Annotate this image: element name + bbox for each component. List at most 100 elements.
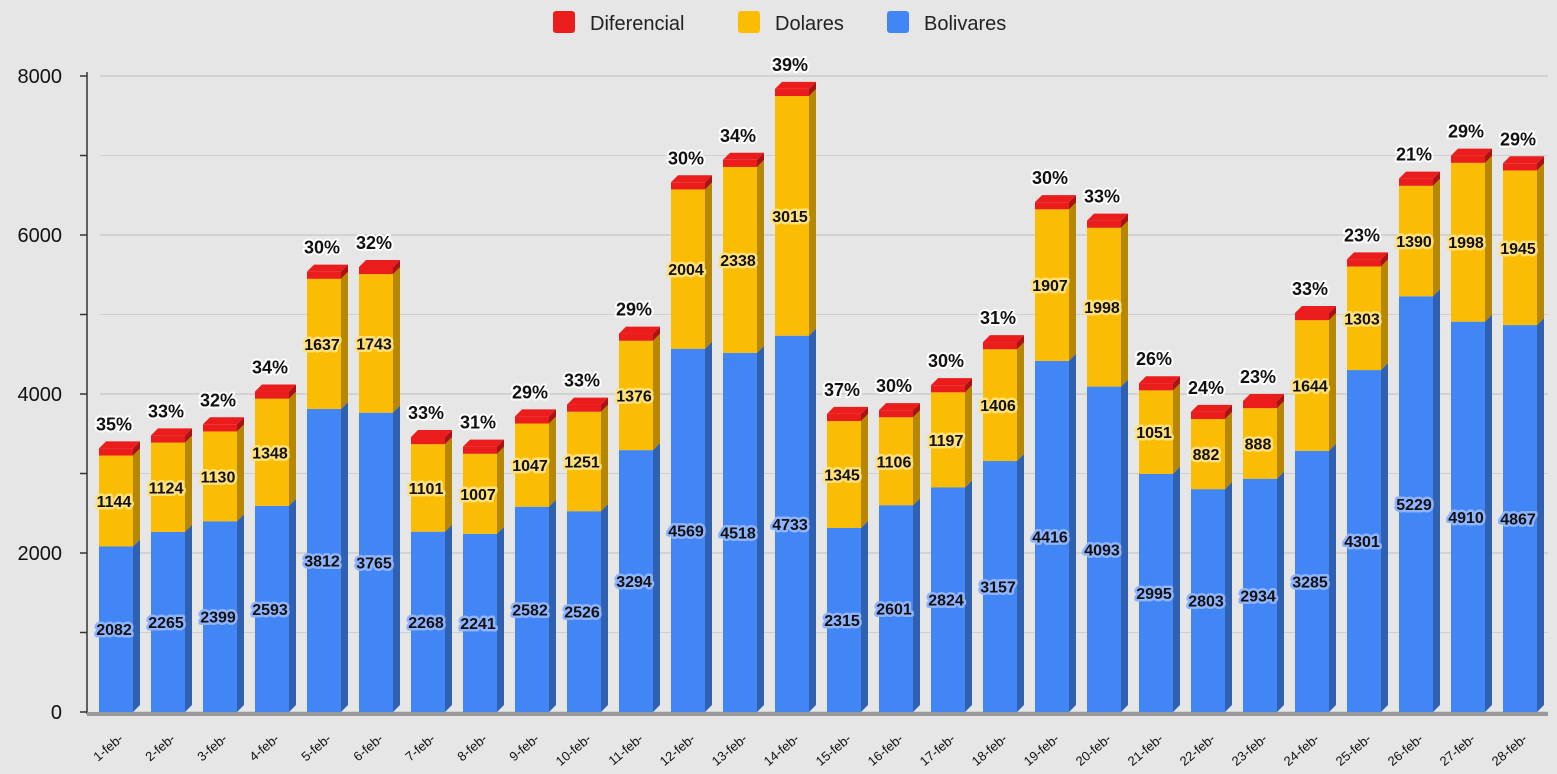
bar-dolares-face bbox=[463, 453, 497, 534]
bar-diferencial bbox=[463, 439, 504, 454]
dolares-value-label: 1945 bbox=[1500, 241, 1536, 258]
bar-dolares-face bbox=[151, 442, 185, 532]
x-tick-label: 21-feb- bbox=[1125, 731, 1166, 769]
bolivares-value-label: 2399 bbox=[200, 610, 236, 627]
x-tick-label: 10-feb- bbox=[553, 731, 594, 769]
bolivares-value-label: 2824 bbox=[928, 593, 964, 610]
bar-bolivares bbox=[151, 524, 192, 712]
bar-dolares-face bbox=[827, 421, 861, 528]
bar-dolares-side bbox=[965, 385, 972, 488]
value-labels: 2082 1144 35% 2265 1124 33% 2399 1130 32% 2593 134… bbox=[94, 53, 1539, 642]
bar-diferencial bbox=[1503, 156, 1544, 171]
bar-dolares bbox=[515, 416, 556, 507]
percent-label: 30% bbox=[1032, 168, 1068, 188]
bar-dolares bbox=[879, 410, 920, 506]
y-tick-label: 4000 bbox=[18, 384, 63, 406]
bar-bolivares-face bbox=[151, 531, 185, 712]
dolares-value-label: 3015 bbox=[772, 209, 808, 226]
x-tick-label: 24-feb- bbox=[1281, 731, 1322, 769]
bolivares-value-label: 3157 bbox=[980, 580, 1016, 597]
dolares-value-label: 1251 bbox=[564, 454, 600, 471]
bar-diferencial-top bbox=[827, 406, 868, 414]
bar-diferencial-side bbox=[445, 430, 452, 445]
percent-label: 33% bbox=[148, 401, 184, 421]
bar-bolivares bbox=[359, 405, 400, 712]
bar-diferencial-side bbox=[601, 397, 608, 412]
bar-dolares-face bbox=[1035, 209, 1069, 361]
bar-dolares bbox=[1191, 412, 1232, 490]
legend-label: Diferencial bbox=[590, 13, 684, 35]
percent-label: 39% bbox=[772, 55, 808, 75]
bar-diferencial bbox=[775, 81, 816, 97]
dolares-value-label: 1907 bbox=[1032, 278, 1068, 295]
bolivares-value-label: 4093 bbox=[1084, 542, 1120, 559]
bar-dolares-face bbox=[1295, 320, 1329, 451]
dolares-value-label: 1345 bbox=[824, 467, 860, 484]
bar-dolares-side bbox=[133, 448, 140, 547]
bar-diferencial-side bbox=[913, 403, 920, 418]
bar-dolares-face bbox=[515, 423, 549, 507]
legend-label: Dolares bbox=[775, 13, 844, 35]
bar-diferencial bbox=[411, 430, 452, 445]
bolivares-value-label: 4733 bbox=[772, 517, 808, 534]
bar-dolares-face bbox=[359, 274, 393, 413]
bar-diferencial-side bbox=[1173, 376, 1180, 391]
bar-dolares-side bbox=[705, 182, 712, 349]
bar-diferencial-top bbox=[359, 259, 400, 267]
bar-dolares-side bbox=[341, 271, 348, 409]
bar-dolares-face bbox=[1191, 419, 1225, 490]
dolares-value-label: 1390 bbox=[1396, 234, 1432, 251]
bar-diferencial-face bbox=[1295, 312, 1329, 321]
x-tick-label: 20-feb- bbox=[1073, 731, 1114, 769]
bar-diferencial-side bbox=[497, 439, 504, 454]
bar-bolivares-face bbox=[1347, 370, 1381, 712]
bolivares-value-label: 2803 bbox=[1188, 594, 1224, 611]
bar-diferencial-side bbox=[861, 406, 868, 422]
bar-diferencial-side bbox=[1537, 156, 1544, 171]
bar-diferencial-top bbox=[1451, 148, 1492, 156]
percent-label: 33% bbox=[1084, 187, 1120, 207]
bar-bolivares-face bbox=[1399, 296, 1433, 712]
bolivares-value-label: 4867 bbox=[1500, 512, 1536, 529]
bar-diferencial-face bbox=[775, 88, 809, 97]
dolares-value-label: 1130 bbox=[201, 469, 236, 486]
x-tick-label: 11-feb- bbox=[605, 731, 645, 768]
bar-dolares bbox=[463, 446, 504, 534]
dolares-value-label: 1007 bbox=[460, 487, 496, 504]
bar-diferencial bbox=[671, 175, 712, 190]
bar-diferencial-top bbox=[255, 384, 296, 392]
bar-diferencial-top bbox=[1191, 404, 1232, 412]
bar-bolivares-side bbox=[185, 524, 192, 712]
bar-diferencial-side bbox=[1277, 393, 1284, 409]
bar-bolivares bbox=[411, 524, 452, 712]
bar-diferencial-top bbox=[1295, 305, 1336, 313]
bar-diferencial-top bbox=[151, 428, 192, 436]
bar-diferencial-face bbox=[983, 342, 1017, 350]
bar-diferencial-face bbox=[1503, 163, 1537, 171]
x-tick-label: 28-feb- bbox=[1489, 731, 1530, 769]
x-tick-label: 17-feb- bbox=[917, 731, 958, 769]
bolivares-value-label: 2593 bbox=[252, 602, 288, 619]
dolares-value-label: 1998 bbox=[1084, 300, 1120, 317]
bar-bolivares-side bbox=[1381, 363, 1388, 712]
dolares-value-label: 2004 bbox=[668, 262, 704, 279]
bar-diferencial-face bbox=[1191, 411, 1225, 420]
x-tick-label: 27-feb- bbox=[1437, 731, 1478, 769]
bar-diferencial-face bbox=[1451, 155, 1485, 163]
legend: Diferencial Dolares Bolivares bbox=[553, 11, 1006, 35]
bar-diferencial bbox=[1035, 195, 1076, 210]
bar-diferencial bbox=[567, 397, 608, 412]
bar-bolivares-side bbox=[497, 526, 504, 712]
legend-swatch bbox=[887, 11, 909, 33]
bar-bolivares bbox=[1087, 379, 1128, 712]
bar-dolares bbox=[1347, 259, 1388, 371]
bar-dolares-side bbox=[861, 414, 868, 528]
dolares-value-label: 1637 bbox=[304, 337, 340, 354]
bar-diferencial-face bbox=[359, 266, 393, 275]
bar-dolares bbox=[1295, 313, 1336, 451]
bar-diferencial-face bbox=[1399, 178, 1433, 186]
bar-dolares-side bbox=[1277, 401, 1284, 479]
bar-bolivares bbox=[1139, 466, 1180, 712]
bar-diferencial-side bbox=[185, 428, 192, 443]
